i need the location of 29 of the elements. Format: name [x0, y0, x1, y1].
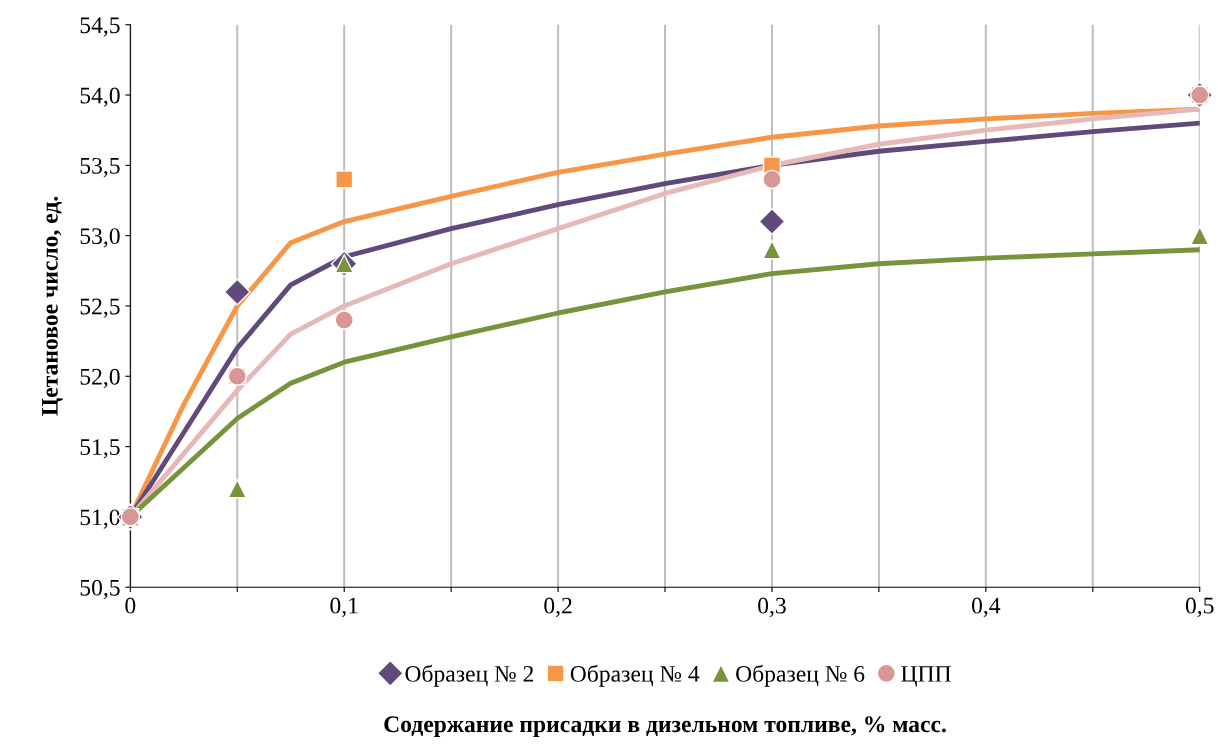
y-tick-label: 53,5: [80, 157, 120, 178]
y-tick-label: 54,0: [80, 87, 120, 107]
y-tick-label: 50,5: [80, 579, 120, 600]
point: [758, 208, 786, 236]
point: [1190, 225, 1210, 246]
y-tick-label: 54,5: [80, 17, 120, 37]
legend-label: Образец № 2: [405, 664, 534, 687]
legend-label: Образец № 6: [736, 664, 865, 687]
y-tick-label: 52,5: [80, 298, 120, 318]
y-tick-label: 51,0: [80, 509, 120, 529]
legend-label: ЦПП: [901, 666, 951, 687]
x-tick-label: 0,1: [330, 597, 358, 617]
point: [335, 170, 354, 189]
point: [334, 310, 354, 330]
point: [762, 239, 782, 260]
x-tick-label: 0,2: [544, 597, 572, 617]
x-tick-label: 0,5: [1185, 597, 1214, 617]
point: [227, 479, 247, 499]
y-tick-label: 51,5: [80, 439, 120, 459]
x-tick-label: 0,3: [758, 597, 786, 617]
point: [762, 169, 782, 190]
x-tick-label: 0: [125, 597, 136, 614]
y-tick-label: 53,0: [80, 228, 120, 248]
legend-label: Образец № 4: [570, 664, 700, 687]
y-axis-title: Цетановое число, ед.: [42, 196, 63, 416]
y-tick-label: 52,0: [80, 368, 120, 389]
x-tick-label: 0,4: [971, 597, 1001, 617]
point: [223, 278, 251, 306]
x-axis-title: Содержание присадки в дизельном топливе, % масс.: [384, 716, 946, 737]
